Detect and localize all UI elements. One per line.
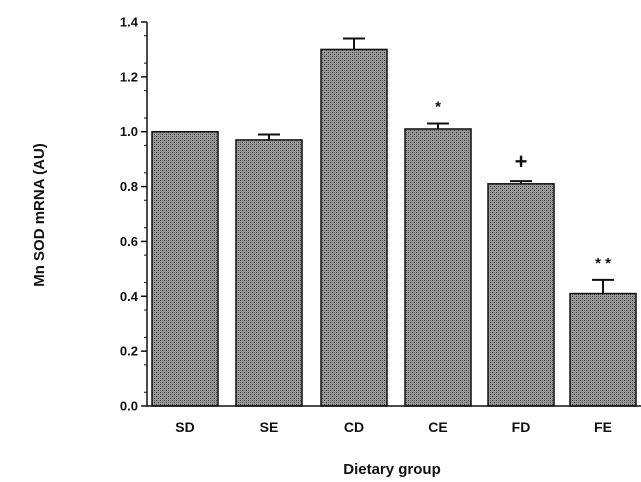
bar-ce [404,128,472,407]
significance-marker-fe: * * [595,255,611,272]
bar-se [235,139,303,407]
x-axis-title: Dietary group [343,461,441,478]
x-tick-label-cd: CD [344,419,364,435]
bar-fe [569,292,637,407]
x-tick-label-fe: FE [594,419,612,435]
y-tick-label: 0.0 [120,399,138,414]
y-axis-title: Mn SOD mRNA (AU) [31,143,48,287]
y-tick-label: 0.2 [120,344,138,359]
x-ticks-layer: SD SE CD CE FD FE [175,419,612,435]
annotations-layer: * + * * [435,98,611,271]
y-tick-label: 1.2 [120,69,138,84]
y-tick-label: 0.4 [120,289,139,304]
y-tick-label: 1.0 [120,124,138,139]
y-tick-label: 0.6 [120,234,138,249]
x-tick-label-ce: CE [428,419,447,435]
y-ticks-layer: 0.0 0.2 0.4 0.6 0.8 1.0 1.2 1.4 [120,15,147,414]
bar-fd [487,183,555,407]
bar-sd [151,130,219,407]
bars-layer [151,48,637,407]
y-tick-label: 1.4 [120,15,139,30]
significance-marker-ce: * [435,98,441,115]
x-tick-label-se: SE [260,419,279,435]
y-tick-label: 0.8 [120,179,138,194]
significance-marker-fd: + [515,149,528,174]
bar-cd [320,48,388,407]
x-tick-label-sd: SD [175,419,194,435]
x-tick-label-fd: FD [512,419,531,435]
error-bars-layer [258,37,614,294]
